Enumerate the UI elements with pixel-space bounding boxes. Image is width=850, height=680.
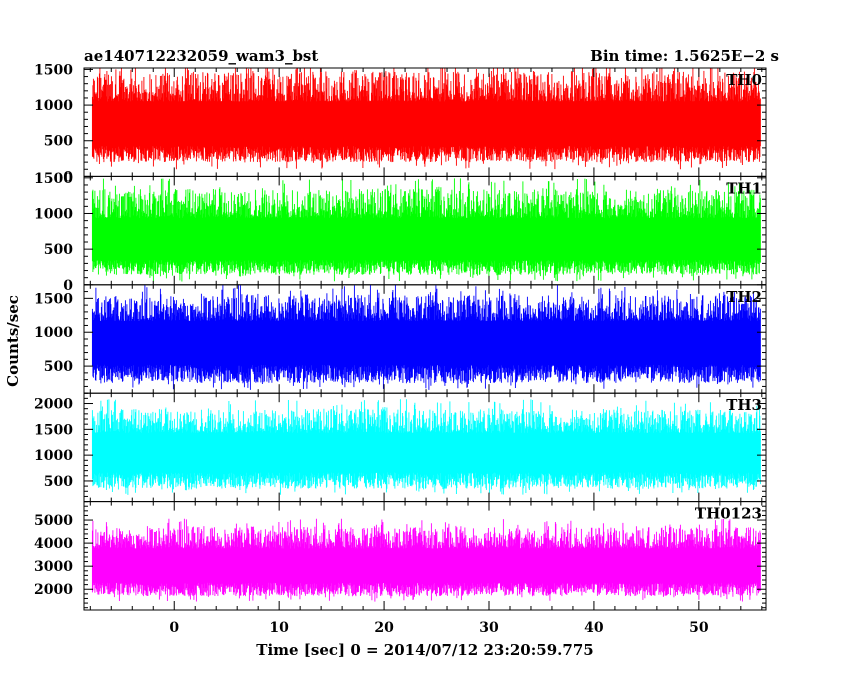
y-tick-label: 0: [63, 169, 73, 185]
x-axis-label: Time [sec] 0 = 2014/07/12 23:20:59.775: [256, 641, 593, 659]
y-tick-label: 1500: [34, 422, 73, 438]
panel-name-label: TH0: [726, 71, 762, 89]
x-tick-label: 30: [479, 620, 499, 636]
x-tick-label: 0: [169, 620, 179, 636]
series-th1: [91, 178, 761, 282]
series-th3: [91, 399, 761, 495]
y-tick-label: 1000: [34, 325, 73, 341]
panel-name-label: TH2: [726, 288, 762, 306]
y-tick-label: 5000: [34, 513, 73, 529]
y-tick-label: 500: [44, 474, 73, 490]
y-tick-label: 2000: [34, 397, 73, 413]
x-tick-label: 50: [689, 620, 709, 636]
panel-th1: 0 500 1000 1500 TH1: [34, 171, 767, 294]
panel-name-label: TH3: [726, 396, 762, 414]
y-tick-label: 0: [63, 278, 73, 294]
panel-frame: [83, 501, 767, 611]
series-th2: [91, 284, 761, 390]
y-tick-label: 1500: [34, 291, 73, 307]
y-tick-label: 1500: [34, 62, 73, 78]
panel-name-label: TH1: [726, 179, 762, 197]
y-tick-label: 500: [44, 359, 73, 375]
chart-title-left: ae140712232059_wam3_bst: [84, 47, 318, 65]
panel-th0123: 2000 3000 4000 5000 TH0123: [34, 501, 767, 611]
y-tick-label: 1000: [34, 98, 73, 114]
chart-title-right: Bin time: 1.5625E−2 s: [590, 47, 779, 65]
panel-th2: 500 1000 1500 TH2: [34, 284, 767, 394]
series-th0: [91, 68, 761, 170]
panels-group: 050010001500TH0050010001500TH15001000150…: [34, 62, 767, 636]
series-th0123: [91, 518, 761, 602]
x-tick-label: 10: [269, 620, 289, 636]
y-axis-label: Counts/sec: [4, 295, 22, 387]
panel-name-label: TH0123: [695, 505, 762, 523]
y-tick-label: 3000: [34, 559, 73, 575]
y-tick-label: 1500: [34, 171, 73, 187]
y-tick-label: 1000: [34, 448, 73, 464]
panel-th0: 0 500 1000 1500 TH0: [34, 62, 767, 185]
x-tick-label: 40: [584, 620, 604, 636]
y-tick-label: 500: [44, 242, 73, 258]
y-tick-label: 500: [44, 134, 73, 150]
y-tick-label: 2000: [34, 582, 73, 598]
y-tick-label: 1000: [34, 206, 73, 222]
y-tick-label: 4000: [34, 536, 73, 552]
x-tick-label: 20: [374, 620, 394, 636]
panel-th3: 500 1000 1500 2000 TH3: [34, 392, 767, 503]
